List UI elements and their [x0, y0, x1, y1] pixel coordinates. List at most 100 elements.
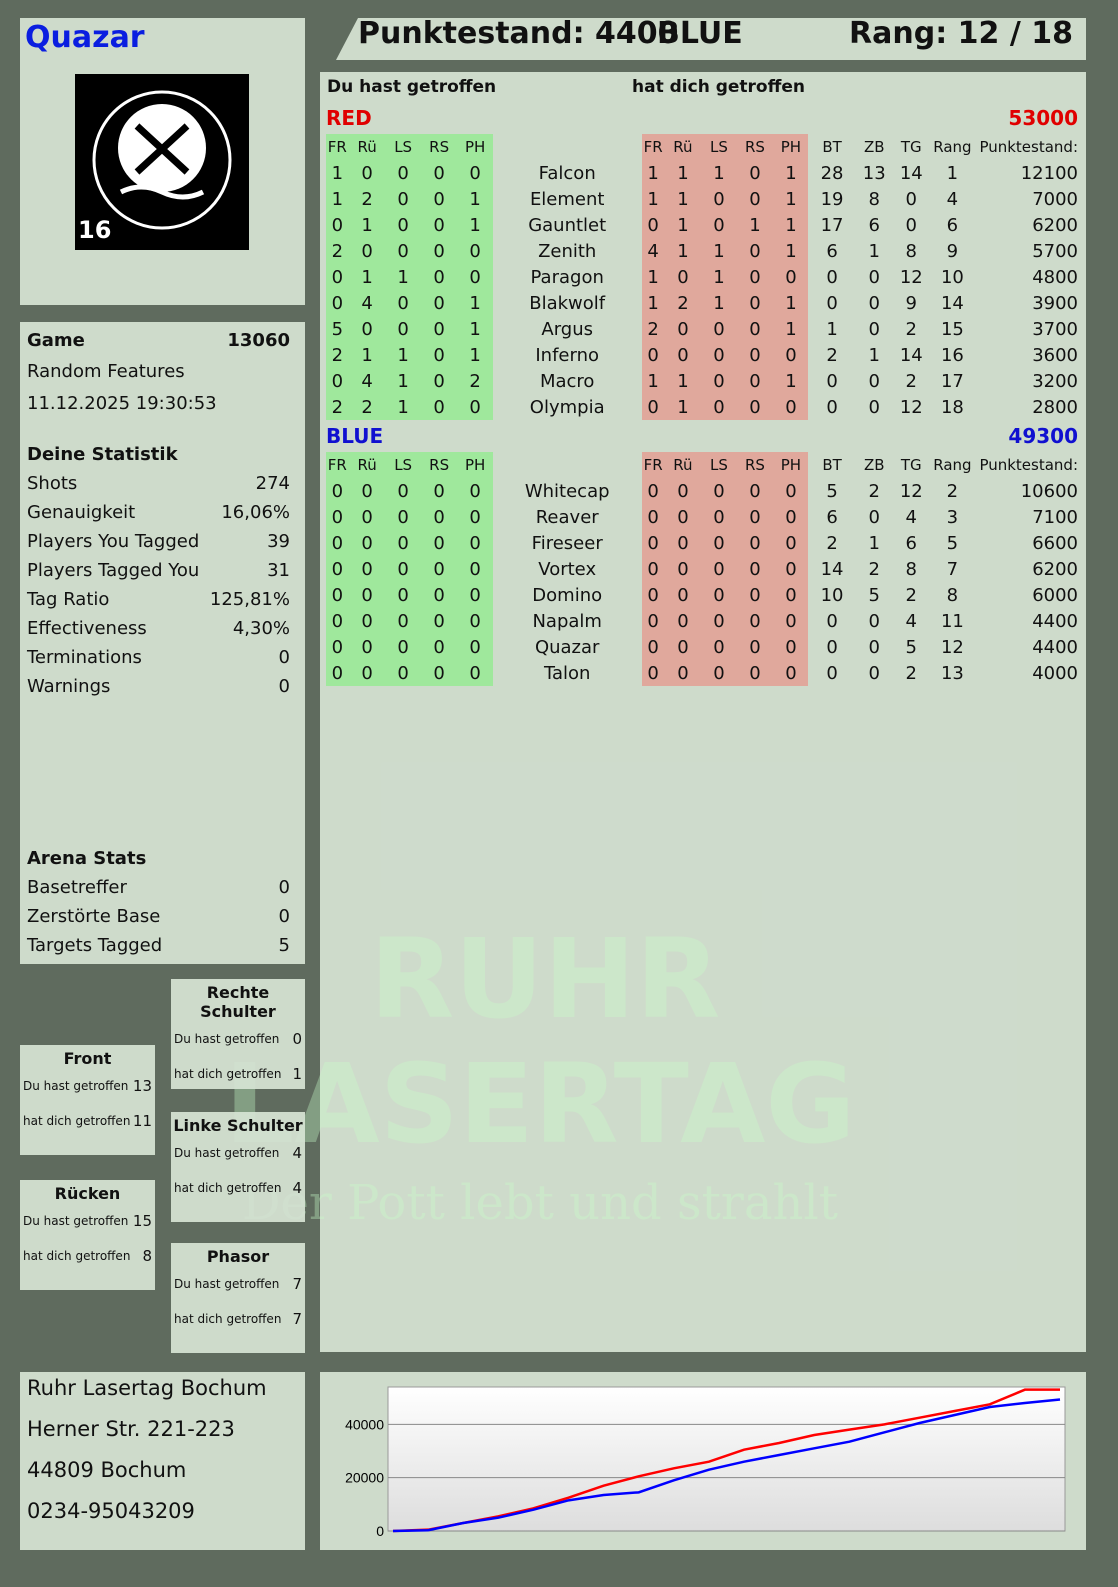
zone-title: Phasor — [206, 1247, 270, 1266]
player-row[interactable]: 0 0 0 0 0 Quazar 0 0 0 0 0 0 0 5 12 4400 — [326, 634, 1078, 660]
score-label: Punktestand: 4400 — [358, 16, 679, 51]
column-header: LS — [385, 452, 421, 478]
stat-cell: 1 — [826, 318, 838, 340]
stat-cell: 0 — [385, 582, 421, 608]
player-row[interactable]: 0 0 0 0 0 Reaver 0 0 0 0 0 6 0 4 3 7100 — [326, 504, 1078, 530]
player-row[interactable]: 0 1 0 0 1 Gauntlet 0 1 0 1 1 17 6 0 6 6200 — [326, 212, 1078, 238]
stat-cell: 0 — [641, 478, 665, 504]
player-row[interactable]: 0 4 1 0 2 Macro 1 1 0 0 1 0 0 2 17 3200 — [326, 368, 1078, 394]
stat-cell: 1 — [457, 342, 493, 368]
stat-cell: 0 — [457, 608, 493, 634]
stat-cell: 0 — [348, 504, 386, 530]
stat-cell: 0 — [420, 660, 458, 686]
stat-cell: 1 — [385, 394, 421, 420]
stat-cell: 0 — [457, 504, 493, 530]
stat-label: Warnings — [27, 676, 111, 697]
stat-cell: 0 — [348, 582, 386, 608]
zone-got-label: hat dich getroffen — [23, 1248, 131, 1263]
stat-cell: 0 — [420, 342, 458, 368]
stat-cell: 0 — [773, 660, 809, 686]
stat-cell: 12 — [940, 636, 964, 658]
player-row[interactable]: 0 4 0 0 1 Blakwolf 1 2 1 0 1 0 0 9 14 3900 — [326, 290, 1078, 316]
stat-cell: 0 — [664, 530, 702, 556]
stat-cell: 0 — [736, 394, 774, 420]
player-row[interactable]: 0 0 0 0 0 Napalm 0 0 0 0 0 0 0 4 11 4400 — [326, 608, 1078, 634]
stat-row: Tag Ratio 125,81% — [27, 585, 290, 614]
stat-cell: 0 — [773, 634, 809, 660]
player-row[interactable]: 0 1 1 0 0 Paragon 1 0 1 0 0 0 0 12 10 4800 — [326, 264, 1078, 290]
column-header: BT — [822, 138, 842, 156]
stat-row: Players You Tagged 39 — [27, 527, 290, 556]
player-row[interactable]: 0 0 0 0 0 Talon 0 0 0 0 0 0 0 2 13 4000 — [326, 660, 1078, 686]
player-name: Falcon — [538, 162, 596, 184]
stat-cell: 0 — [773, 394, 809, 420]
stat-cell: 0 — [664, 660, 702, 686]
stat-cell: 4 — [348, 368, 386, 394]
player-row[interactable]: 1 2 0 0 1 Element 1 1 0 0 1 19 8 0 4 7000 — [326, 186, 1078, 212]
stat-cell: 0 — [826, 396, 838, 418]
player-row[interactable]: 0 0 0 0 0 Vortex 0 0 0 0 0 14 2 8 7 6200 — [326, 556, 1078, 582]
team-score: 49300 — [1008, 424, 1078, 448]
stat-cell: 9 — [946, 240, 959, 262]
player-row[interactable]: 2 0 0 0 0 Zenith 4 1 1 0 1 6 1 8 9 5700 — [326, 238, 1078, 264]
stat-cell: 5 — [868, 584, 880, 606]
player-row[interactable]: 1 0 0 0 0 Falcon 1 1 1 0 1 28 13 14 1 12100 — [326, 160, 1078, 186]
player-row[interactable]: 0 0 0 0 0 Fireseer 0 0 0 0 0 2 1 6 5 6600 — [326, 530, 1078, 556]
stat-cell: 2 — [826, 532, 838, 554]
stat-cell: 0 — [420, 212, 458, 238]
stat-cell: 0 — [701, 660, 737, 686]
stat-cell: 0 — [641, 608, 665, 634]
stat-cell: 1 — [701, 290, 737, 316]
stat-cell: 3700 — [1032, 318, 1078, 340]
column-header: ZB — [863, 138, 885, 156]
stat-cell: 0 — [664, 342, 702, 368]
stat-cell: 1 — [773, 160, 809, 186]
stat-cell: 6 — [868, 214, 880, 236]
player-row[interactable]: 5 0 0 0 1 Argus 2 0 0 0 1 1 0 2 15 3700 — [326, 316, 1078, 342]
address-line: Herner Str. 221-223 — [27, 1417, 235, 1441]
stat-cell: 1 — [868, 240, 880, 262]
stat-cell: 5700 — [1032, 240, 1078, 262]
stat-cell: 0 — [701, 530, 737, 556]
stat-cell: 0 — [868, 266, 880, 288]
stat-cell: 0 — [326, 556, 349, 582]
player-row[interactable]: 2 1 1 0 1 Inferno 0 0 0 0 0 2 1 14 16 3600 — [326, 342, 1078, 368]
stat-value: 0 — [278, 676, 290, 697]
stat-cell: 0 — [385, 290, 421, 316]
stat-cell: 0 — [701, 316, 737, 342]
stat-cell: 6200 — [1032, 558, 1078, 580]
column-header: Rang — [933, 456, 972, 474]
team-name: RED — [326, 106, 372, 130]
player-row[interactable]: 0 0 0 0 0 Domino 0 0 0 0 0 10 5 2 8 6000 — [326, 582, 1078, 608]
stat-cell: 0 — [773, 342, 809, 368]
player-name: Quazar — [25, 20, 145, 55]
team-score: 53000 — [1008, 106, 1078, 130]
y-tick-label: 40000 — [345, 1416, 384, 1432]
stat-cell: 1 — [701, 264, 737, 290]
stat-value: 0 — [278, 647, 290, 668]
stat-cell: 0 — [326, 290, 349, 316]
stat-cell: 0 — [641, 660, 665, 686]
stat-cell: 0 — [348, 238, 386, 264]
stat-cell: 15 — [940, 318, 964, 340]
player-row[interactable]: 0 0 0 0 0 Whitecap 0 0 0 0 0 5 2 12 2 10600 — [326, 478, 1078, 504]
stat-cell: 0 — [736, 342, 774, 368]
stat-cell: 2 — [326, 342, 349, 368]
stat-cell: 0 — [420, 556, 458, 582]
stat-cell: 1 — [664, 368, 702, 394]
arena-title: Arena Stats — [27, 848, 147, 869]
column-header: RS — [420, 452, 458, 478]
stat-cell: 3 — [946, 506, 959, 528]
stat-cell: 7 — [946, 558, 959, 580]
stat-row: Players Tagged You 31 — [27, 556, 290, 585]
stat-cell: 1 — [326, 160, 349, 186]
stat-cell: 0 — [348, 608, 386, 634]
stat-cell: 1 — [664, 160, 702, 186]
stat-cell: 3200 — [1032, 370, 1078, 392]
player-row[interactable]: 2 2 1 0 0 Olympia 0 1 0 0 0 0 0 12 18 2800 — [326, 394, 1078, 420]
stat-cell: 0 — [701, 478, 737, 504]
stat-cell: 8 — [905, 558, 917, 580]
stat-cell: 1 — [348, 264, 386, 290]
stat-cell: 0 — [326, 608, 349, 634]
stat-cell: 0 — [641, 530, 665, 556]
